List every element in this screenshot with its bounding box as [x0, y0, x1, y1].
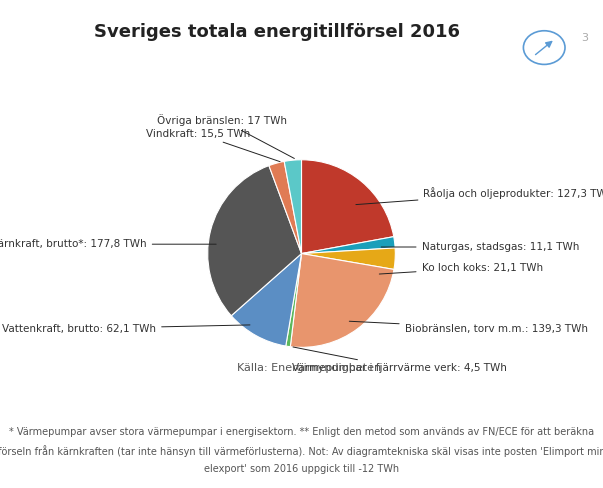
Wedge shape	[290, 254, 394, 347]
Wedge shape	[284, 160, 302, 254]
Text: Biobränslen, torv m.m.: 139,3 TWh: Biobränslen, torv m.m.: 139,3 TWh	[349, 321, 588, 334]
Text: Ko loch koks: 21,1 TWh: Ko loch koks: 21,1 TWh	[379, 263, 543, 274]
Wedge shape	[207, 165, 302, 316]
Text: 3: 3	[581, 34, 588, 43]
Text: Vattenkraft, brutto: 62,1 TWh: Vattenkraft, brutto: 62,1 TWh	[2, 324, 250, 334]
Text: elexport' som 2016 uppgick till -12 TWh: elexport' som 2016 uppgick till -12 TWh	[204, 465, 399, 474]
Text: Råolja och oljeprodukter: 127,3 TWh: Råolja och oljeprodukter: 127,3 TWh	[356, 186, 603, 204]
Text: Sveriges totala energitillförsel 2016: Sveriges totala energitillförsel 2016	[95, 23, 460, 41]
Wedge shape	[269, 162, 302, 254]
Wedge shape	[302, 248, 396, 269]
Wedge shape	[302, 237, 395, 254]
Text: Kärnkraft, brutto*: 177,8 TWh: Kärnkraft, brutto*: 177,8 TWh	[0, 239, 216, 249]
Text: Övriga bränslen: 17 TWh: Övriga bränslen: 17 TWh	[157, 114, 294, 159]
Text: tillförseln från kärnkraften (tar inte hänsyn till värmeförlusterna). Not: Av di: tillförseln från kärnkraften (tar inte h…	[0, 446, 603, 457]
Text: Källa: Energimyndigheten: Källa: Energimyndigheten	[237, 363, 381, 373]
Text: * Värmepumpar avser stora värmepumpar i energisektorn. ** Enligt den metod som a: * Värmepumpar avser stora värmepumpar i …	[9, 427, 594, 437]
Text: Naturgas, stadsgas: 11,1 TWh: Naturgas, stadsgas: 11,1 TWh	[381, 242, 579, 252]
Text: Vindkraft: 15,5 TWh: Vindkraft: 15,5 TWh	[146, 128, 280, 162]
Wedge shape	[302, 160, 394, 254]
Wedge shape	[232, 254, 302, 346]
Text: Värmepumpar i fjärrvärme verk: 4,5 TWh: Värmepumpar i fjärrvärme verk: 4,5 TWh	[292, 347, 507, 373]
Wedge shape	[286, 254, 302, 346]
